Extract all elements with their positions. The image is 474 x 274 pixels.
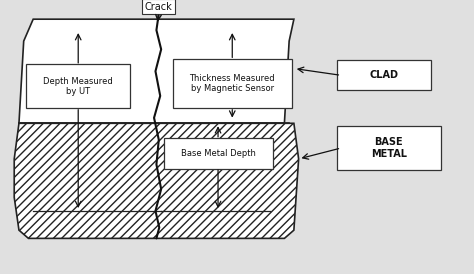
Text: Base Metal Depth: Base Metal Depth: [181, 149, 255, 158]
FancyBboxPatch shape: [337, 126, 441, 170]
Text: CLAD: CLAD: [369, 70, 399, 80]
FancyBboxPatch shape: [173, 59, 292, 108]
Text: Thickness Measured
by Magnetic Sensor: Thickness Measured by Magnetic Sensor: [190, 74, 275, 93]
FancyBboxPatch shape: [337, 60, 431, 90]
Text: Depth Measured
by UT: Depth Measured by UT: [43, 77, 113, 96]
Text: Crack: Crack: [145, 2, 173, 12]
FancyBboxPatch shape: [164, 138, 273, 169]
Polygon shape: [14, 123, 299, 238]
FancyBboxPatch shape: [26, 64, 130, 108]
Polygon shape: [19, 19, 294, 123]
Text: BASE
METAL: BASE METAL: [371, 137, 407, 159]
